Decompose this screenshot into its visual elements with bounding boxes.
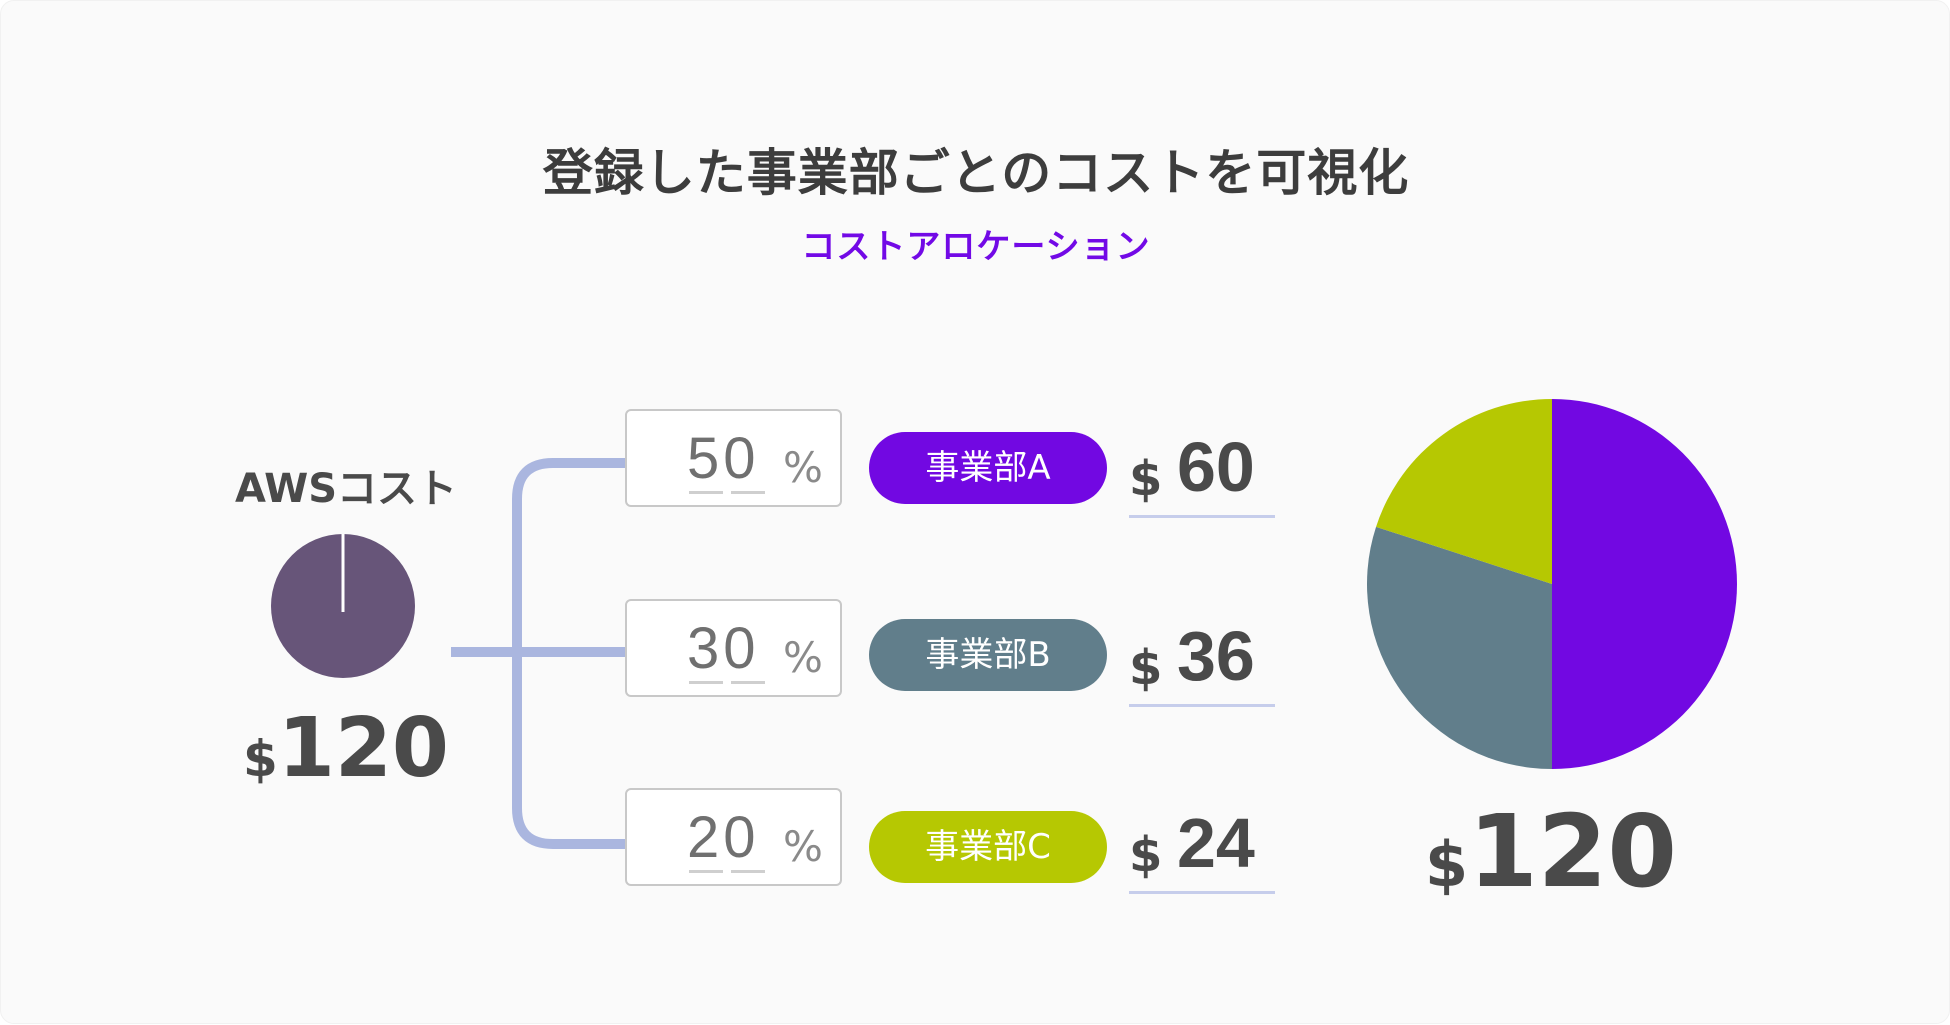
department-amount-a: $ 60 [1129, 427, 1275, 518]
amount-currency-a: $ [1129, 451, 1163, 507]
percent-input-b[interactable]: 30 % [625, 599, 842, 697]
aws-cost-currency: $ [243, 730, 278, 788]
percent-value-c: 20 [687, 805, 760, 870]
percent-digit-underline [689, 870, 723, 873]
page-title: 登録した事業部ごとのコストを可視化 [542, 144, 1410, 202]
connector-bracket [512, 458, 625, 849]
amount-currency-c: $ [1129, 827, 1163, 883]
percent-input-c[interactable]: 20 % [625, 788, 842, 886]
amount-value-c: 24 [1177, 804, 1255, 882]
department-badge-c: 事業部C [869, 811, 1107, 883]
department-badge-b: 事業部B [869, 619, 1107, 691]
aws-cost-total: $120 [201, 701, 491, 796]
aws-cost-label: AWSコスト [234, 466, 458, 512]
amount-value-a: 60 [1177, 428, 1255, 506]
department-amount-c: $ 24 [1129, 803, 1275, 894]
pie-slice-3 [1376, 399, 1552, 584]
percent-sign-a: % [783, 443, 823, 492]
percent-digit-underline [689, 681, 723, 684]
amount-underline-a [1129, 515, 1275, 518]
amount-value-b: 36 [1177, 617, 1255, 695]
percent-sign-b: % [783, 633, 823, 682]
percent-digit-underline [731, 870, 765, 873]
allocation-pie-chart [1367, 399, 1737, 769]
pie-slice-2 [1367, 526, 1552, 769]
allocated-total: $120 [1351, 793, 1751, 910]
percent-digit-underline [689, 491, 723, 494]
percent-digit-underline [731, 681, 765, 684]
allocated-total-currency: $ [1425, 828, 1469, 901]
percent-digit-underline [731, 491, 765, 494]
aws-cost-amount: 120 [277, 701, 449, 796]
amount-underline-b [1129, 704, 1275, 707]
aws-cost-pie-icon [271, 534, 415, 678]
page-subtitle: コストアロケーション [801, 227, 1151, 267]
pie-slice-1 [1552, 399, 1737, 769]
percent-value-a: 50 [687, 426, 760, 491]
allocated-total-amount: 120 [1468, 793, 1677, 910]
percent-value-b: 30 [687, 616, 760, 681]
percent-sign-c: % [783, 822, 823, 871]
department-amount-b: $ 36 [1129, 616, 1275, 707]
department-badge-a: 事業部A [869, 432, 1107, 504]
amount-currency-b: $ [1129, 640, 1163, 696]
percent-input-a[interactable]: 50 % [625, 409, 842, 507]
amount-underline-c [1129, 891, 1275, 894]
